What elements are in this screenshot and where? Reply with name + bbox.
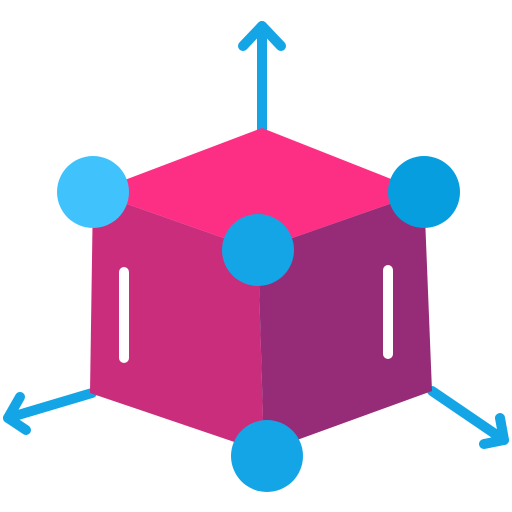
left-face — [90, 192, 264, 452]
right-arrow-icon — [427, 386, 509, 449]
top-face — [93, 128, 424, 250]
top-left-vertex — [57, 156, 129, 228]
vertices — [57, 156, 460, 492]
right-arrow-shaft — [427, 386, 509, 445]
right-face — [258, 192, 432, 452]
cube — [90, 128, 432, 452]
left-arrow-shaft — [3, 388, 97, 423]
axis-arrows — [3, 21, 509, 449]
top-right-vertex — [388, 156, 460, 228]
bottom-vertex — [231, 420, 303, 492]
left-arrow-icon — [3, 388, 97, 435]
right-arrow-head — [479, 413, 509, 449]
up-arrow-head — [238, 21, 286, 51]
left-arrow-head — [3, 392, 31, 435]
face-marks — [119, 265, 393, 363]
up-arrow-icon — [238, 21, 286, 135]
center-vertex — [222, 214, 294, 286]
